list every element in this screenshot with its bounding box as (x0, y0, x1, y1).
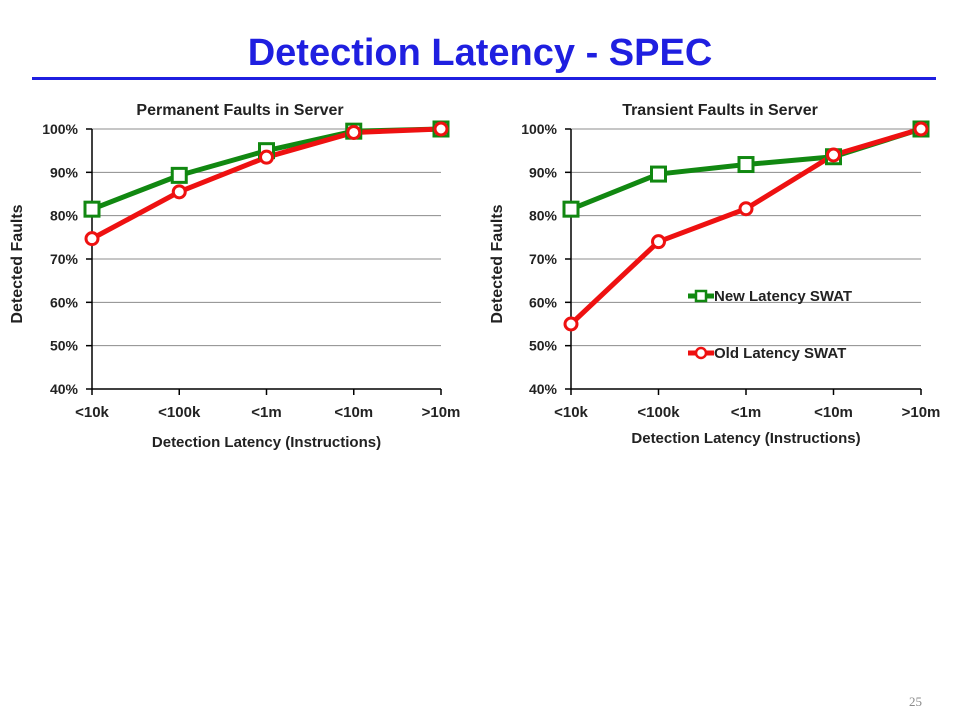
x-tick-label: >10m (422, 404, 461, 421)
x-axis-label: Detection Latency (Instructions) (631, 430, 860, 447)
old-latency-marker (171, 184, 187, 200)
old-latency-marker (913, 121, 929, 137)
y-tick-label: 60% (529, 294, 558, 310)
y-tick-label: 70% (50, 251, 79, 267)
y-axis-label: Detected Faults (9, 204, 26, 323)
old-latency-marker (651, 234, 666, 250)
x-tick-label: <1m (731, 404, 761, 421)
old-latency-marker (346, 124, 362, 140)
new-latency-marker (737, 156, 755, 174)
y-tick-label: 50% (529, 338, 558, 354)
chart-title: Transient Faults in Server (622, 102, 818, 119)
legend-label: Old Latency SWAT (714, 345, 846, 362)
new-latency-marker (650, 165, 667, 183)
old-latency-marker (259, 149, 274, 165)
y-tick-label: 60% (50, 294, 79, 310)
legend-marker-circle (694, 346, 708, 360)
old-latency-marker (84, 231, 100, 247)
y-tick-label: 90% (529, 164, 558, 180)
legend-label: New Latency SWAT (714, 288, 852, 305)
y-tick-label: 40% (50, 381, 79, 397)
y-tick-label: 40% (529, 381, 558, 397)
new-latency-marker (562, 200, 580, 218)
x-tick-label: >10m (902, 404, 941, 421)
old-latency-marker (738, 201, 754, 217)
page-number: 25 (909, 694, 922, 709)
y-tick-label: 80% (50, 208, 79, 224)
x-tick-label: <100k (158, 404, 201, 421)
x-tick-label: <10m (814, 404, 853, 421)
slide-title: Detection Latency - SPEC (247, 32, 713, 74)
y-tick-label: 50% (50, 338, 79, 354)
title-underline (32, 77, 936, 80)
old-latency-marker (826, 147, 841, 163)
x-tick-label: <10k (554, 404, 588, 421)
chart-title: Permanent Faults in Server (136, 102, 343, 119)
old-latency-marker (433, 121, 449, 137)
y-tick-label: 100% (521, 121, 557, 137)
x-tick-label: <10k (75, 404, 109, 421)
x-axis-label: Detection Latency (Instructions) (152, 434, 381, 451)
old-latency-marker (563, 316, 579, 332)
new-latency-marker (170, 166, 188, 184)
y-axis-label: Detected Faults (489, 204, 506, 323)
new-latency-marker (83, 200, 101, 218)
y-tick-label: 100% (42, 121, 78, 137)
x-tick-label: <100k (637, 404, 680, 421)
y-tick-label: 90% (50, 164, 79, 180)
x-tick-label: <10m (334, 404, 373, 421)
legend-marker-square (694, 289, 708, 303)
y-tick-label: 80% (529, 208, 558, 224)
y-tick-label: 70% (529, 251, 558, 267)
x-tick-label: <1m (251, 404, 281, 421)
